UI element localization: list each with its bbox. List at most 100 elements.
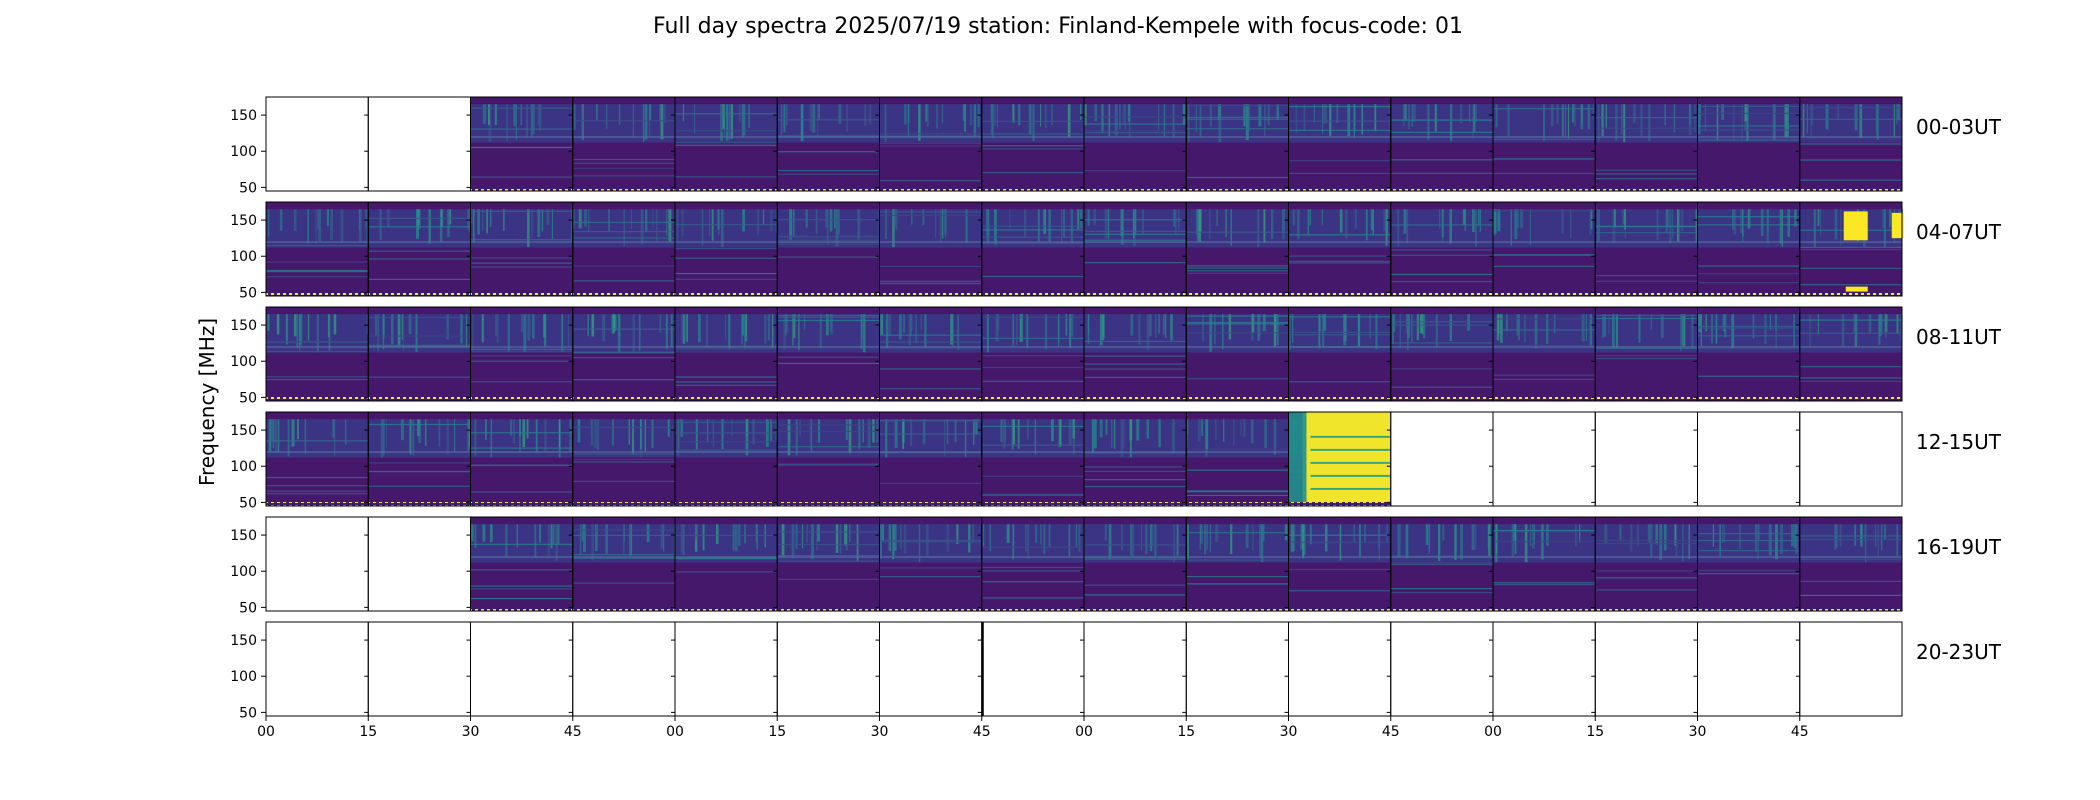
signal-streak <box>956 524 959 544</box>
band-line <box>1595 225 1698 227</box>
panel-frame <box>981 621 1085 717</box>
signal-streak <box>1134 209 1137 236</box>
signal-streak <box>1640 104 1643 137</box>
signal-streak <box>471 524 474 542</box>
band-line <box>1288 105 1391 108</box>
signal-streak <box>577 419 581 443</box>
band-line <box>1697 539 1800 542</box>
band-line <box>572 328 675 330</box>
signal-streak <box>408 314 412 335</box>
signal-streak <box>941 209 944 239</box>
band-line <box>777 243 880 245</box>
bottom-dots <box>1390 292 1493 296</box>
band-line <box>1799 380 1902 382</box>
signal-streak <box>1154 524 1157 558</box>
signal-streak <box>623 524 625 554</box>
signal-streak <box>801 524 803 549</box>
signal-streak <box>1676 209 1680 242</box>
signal-streak <box>665 209 669 228</box>
band-line <box>572 557 675 559</box>
signal-streak <box>721 419 724 450</box>
band-line <box>1288 129 1391 131</box>
signal-streak <box>1222 314 1224 350</box>
signal-streak <box>1682 314 1686 347</box>
signal-streak <box>556 524 560 545</box>
panel-frame <box>1799 96 1903 192</box>
signal-streak <box>695 419 698 451</box>
signal-streak <box>1524 314 1526 343</box>
signal-streak <box>1495 104 1498 128</box>
signal-streak <box>1854 314 1858 343</box>
signal-streak <box>1383 209 1386 232</box>
signal-streak <box>1323 104 1326 124</box>
signal-streak <box>1392 314 1394 344</box>
band-line <box>777 169 880 172</box>
signal-streak <box>752 419 755 445</box>
band-line <box>1697 105 1800 108</box>
signal-streak <box>950 314 954 345</box>
signal-streak <box>1357 314 1359 348</box>
signal-streak <box>1281 209 1285 240</box>
signal-streak <box>1108 524 1112 560</box>
signal-streak <box>1423 314 1426 339</box>
signal-streak <box>941 104 944 123</box>
signal-streak <box>1158 104 1160 131</box>
signal-streak <box>670 314 673 348</box>
signal-streak <box>682 524 685 555</box>
signal-streak <box>1427 104 1430 140</box>
band-line <box>879 282 982 285</box>
carrier-line <box>1186 346 1289 349</box>
signal-streak <box>1290 524 1294 552</box>
signal-streak <box>1145 524 1148 555</box>
signal-streak <box>1250 419 1254 444</box>
signal-streak <box>1404 104 1407 120</box>
signal-streak <box>327 314 330 338</box>
band-line <box>470 491 573 493</box>
signal-streak <box>1854 524 1857 546</box>
band-line <box>470 360 573 362</box>
band-line <box>981 425 1084 428</box>
bottom-dots <box>981 187 1084 191</box>
signal-streak <box>270 419 274 441</box>
band-line <box>572 265 675 267</box>
signal-streak <box>1655 524 1658 545</box>
band-line <box>572 167 675 169</box>
signal-streak <box>1742 209 1744 237</box>
carrier-line <box>981 241 1084 244</box>
band-line <box>1595 280 1698 282</box>
signal-streak <box>899 524 902 550</box>
signal-streak <box>1230 209 1232 246</box>
signal-streak <box>607 209 610 232</box>
signal-streak <box>630 209 633 230</box>
signal-streak <box>738 104 741 123</box>
signal-streak <box>1405 524 1409 559</box>
band-line <box>470 355 573 357</box>
signal-streak <box>1784 104 1788 138</box>
signal-streak <box>1365 209 1368 241</box>
signal-streak <box>816 524 820 542</box>
band-line <box>1493 265 1596 267</box>
band-line <box>981 242 1084 244</box>
band-line <box>675 557 778 560</box>
signal-streak <box>1529 209 1531 245</box>
bottom-dots <box>368 397 471 401</box>
signal-streak <box>1550 104 1554 127</box>
signal-streak <box>781 524 785 557</box>
signal-streak <box>911 314 913 331</box>
bottom-dots <box>572 502 675 506</box>
row-label: 12-15UT <box>1916 430 2002 454</box>
signal-streak <box>1553 314 1556 334</box>
signal-streak <box>1123 419 1125 448</box>
bottom-dots <box>675 187 778 191</box>
band-line <box>368 316 471 319</box>
signal-streak <box>1263 209 1266 243</box>
signal-streak <box>1585 314 1588 341</box>
signal-streak <box>785 104 788 126</box>
x-tick-label: 15 <box>1177 724 1195 740</box>
signal-streak <box>472 209 475 243</box>
y-tick-label: 100 <box>230 564 257 580</box>
signal-streak <box>1093 419 1097 449</box>
bright-burst <box>1843 211 1868 241</box>
signal-streak <box>1230 524 1233 555</box>
signal-streak <box>819 314 822 349</box>
